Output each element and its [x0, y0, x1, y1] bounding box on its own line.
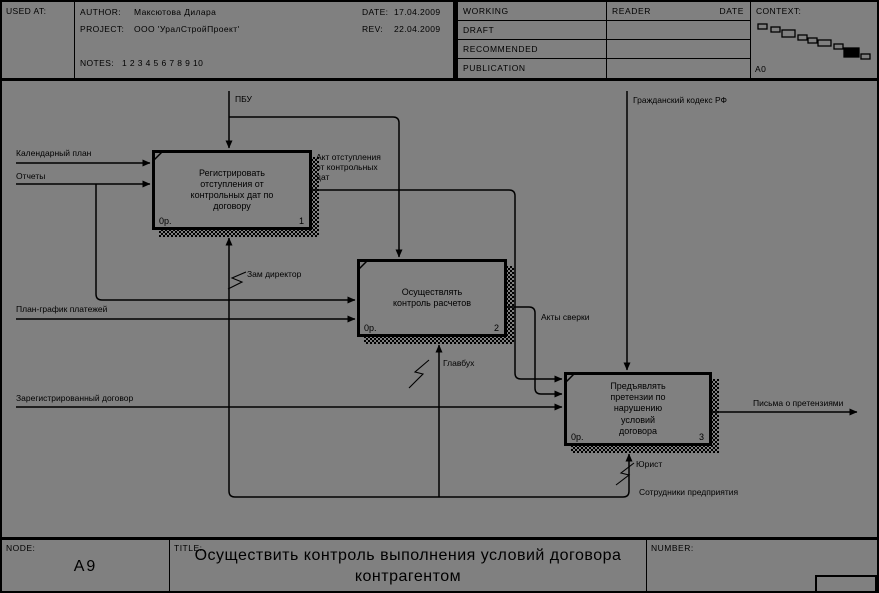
context-cascade-icon — [757, 23, 871, 60]
activity-2-name: Осуществлять контроль расчетов — [392, 286, 471, 308]
status-recommended: RECOMMENDED — [458, 40, 606, 59]
box1-corner-notch — [152, 150, 164, 162]
context-cell: CONTEXT: A0 — [750, 2, 877, 78]
rev-value: 22.04.2009 — [394, 24, 441, 34]
arrow-label-lawyer: Юрист — [636, 459, 663, 469]
reader-date-label: DATE — [719, 6, 744, 16]
activity-box-2: Осуществлять контроль расчетов 0р. 2 — [357, 259, 507, 337]
used-at-label: USED AT: — [6, 6, 47, 16]
arrow-pbu-control-2 — [229, 116, 403, 258]
title-label: TITLE: — [174, 543, 203, 553]
arrow-reconciliation-acts — [507, 306, 563, 398]
activity-1-number: 1 — [298, 216, 304, 226]
box2-corner-notch — [357, 259, 369, 271]
activity-1-name: Регистрировать отступления от контрольны… — [190, 167, 274, 212]
arrow-label-reconciliation-acts: Акты сверки — [541, 312, 590, 322]
activity-2-number: 2 — [493, 323, 499, 333]
status-working: WORKING — [458, 2, 606, 21]
status-draft: DRAFT — [458, 21, 606, 40]
arrow-label-payment-schedule: План-график платежей — [16, 304, 108, 314]
title-cell: TITLE: Осуществить контроль выполнения у… — [170, 540, 647, 591]
diagram-title: Осуществить контроль выполнения условий … — [194, 547, 622, 585]
number-cell: NUMBER: — [647, 540, 877, 591]
activity-box-1: Регистрировать отступления от контрольны… — [152, 150, 312, 230]
kit-header: USED AT: AUTHOR: Максютова Дилара PROJEC… — [2, 2, 877, 81]
arrow-label-chief-accountant: Главбух — [443, 358, 475, 368]
context-node-ref: A0 — [755, 64, 767, 74]
arrow-label-civil-code: Гражданский кодекс РФ — [633, 95, 727, 105]
notes-label: NOTES: — [80, 58, 115, 68]
number-label: NUMBER: — [651, 543, 694, 553]
kit-footer: NODE: A9 TITLE: Осуществить контроль вып… — [2, 537, 877, 591]
arrow-label-calendar-plan: Календарный план — [16, 148, 92, 158]
date-label: DATE: — [362, 7, 389, 17]
reader-column: READER DATE — [606, 2, 750, 78]
squiggle-icon-chief-accountant — [408, 359, 430, 389]
number-inner-box — [815, 575, 877, 591]
arrow-label-deputy-director: Зам директор — [247, 269, 302, 279]
arrow-label-claim-letters: Письма о претензиями — [753, 398, 844, 408]
status-column: WORKING DRAFT RECOMMENDED PUBLICATION — [458, 2, 606, 78]
node-label: NODE: — [6, 543, 36, 553]
arrow-label-pbu: ПБУ — [235, 94, 252, 104]
squiggle-icon-lawyer — [615, 462, 635, 486]
activity-box-3: Предъявлять претензии по нарушению услов… — [564, 372, 712, 446]
used-at-cell: USED AT: — [2, 2, 75, 78]
arrow-label-registered-contract: Зарегистрированный договор — [16, 393, 134, 403]
arrow-mechanism-box3 — [622, 453, 633, 498]
arrow-label-reports: Отчеты — [16, 171, 46, 181]
activity-3-cost: 0р. — [571, 432, 584, 442]
author-value: Максютова Дилара — [134, 7, 217, 17]
arrow-mechanism-box1 — [225, 237, 236, 498]
author-label: AUTHOR: — [80, 7, 122, 17]
project-label: PROJECT: — [80, 24, 125, 34]
node-value: A9 — [73, 558, 98, 575]
arrow-label-deviation-act: Акт отступления от контрольных дат — [316, 152, 381, 183]
project-value: ООО 'УралСтройПроект' — [134, 24, 240, 34]
header-divider-bar — [453, 2, 458, 78]
header-main-cell: AUTHOR: Максютова Дилара PROJECT: ООО 'У… — [76, 2, 453, 78]
box3-corner-notch — [564, 372, 576, 384]
node-cell: NODE: A9 — [2, 540, 170, 591]
reader-label: READER — [612, 6, 652, 16]
activity-2-cost: 0р. — [364, 323, 377, 333]
activity-3-number: 3 — [698, 432, 704, 442]
status-publication: PUBLICATION — [463, 63, 526, 73]
arrow-label-employees: Сотрудники предприятия — [639, 487, 739, 497]
activity-1-cost: 0р. — [159, 216, 172, 226]
notes-value: 1 2 3 4 5 6 7 8 9 10 — [122, 58, 204, 68]
context-label: CONTEXT: — [756, 6, 802, 16]
squiggle-icon-deputy-director — [227, 271, 247, 290]
rev-label: REV: — [362, 24, 384, 34]
arrow-deviation-act — [312, 189, 563, 383]
activity-3-name: Предъявлять претензии по нарушению услов… — [610, 380, 666, 436]
arrow-reports-branch — [95, 184, 356, 304]
date-value: 17.04.2009 — [394, 7, 441, 17]
